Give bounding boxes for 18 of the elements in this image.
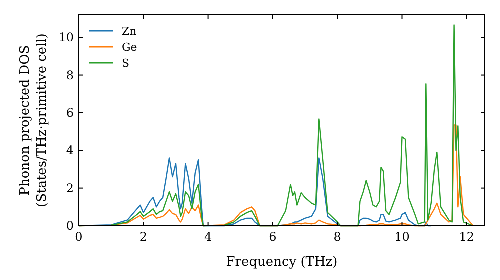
y-tick-label: 4	[66, 144, 74, 158]
y-tick-label: 0	[66, 219, 74, 233]
x-tick-label: 12	[459, 230, 475, 244]
x-tick-label: 8	[334, 230, 342, 244]
x-tick-label: 10	[394, 230, 410, 244]
legend-label: Ge	[122, 41, 138, 54]
y-tick-label: 8	[66, 68, 74, 82]
x-tick-label: 4	[204, 230, 212, 244]
x-tick-label: 0	[75, 230, 83, 244]
y-axis-title: Phonon projected DOS (States/THz·primitive cell)	[18, 33, 50, 208]
x-axis-title: Frequency (THz)	[226, 255, 338, 270]
y-tick-label: 6	[66, 106, 74, 120]
x-tick-label: 6	[269, 230, 277, 244]
x-tick-label: 2	[140, 230, 148, 244]
y-tick-label: 10	[58, 30, 74, 45]
legend-label: Zn	[122, 25, 137, 38]
legend-label: S	[122, 57, 130, 70]
y-tick-label: 2	[66, 181, 74, 196]
